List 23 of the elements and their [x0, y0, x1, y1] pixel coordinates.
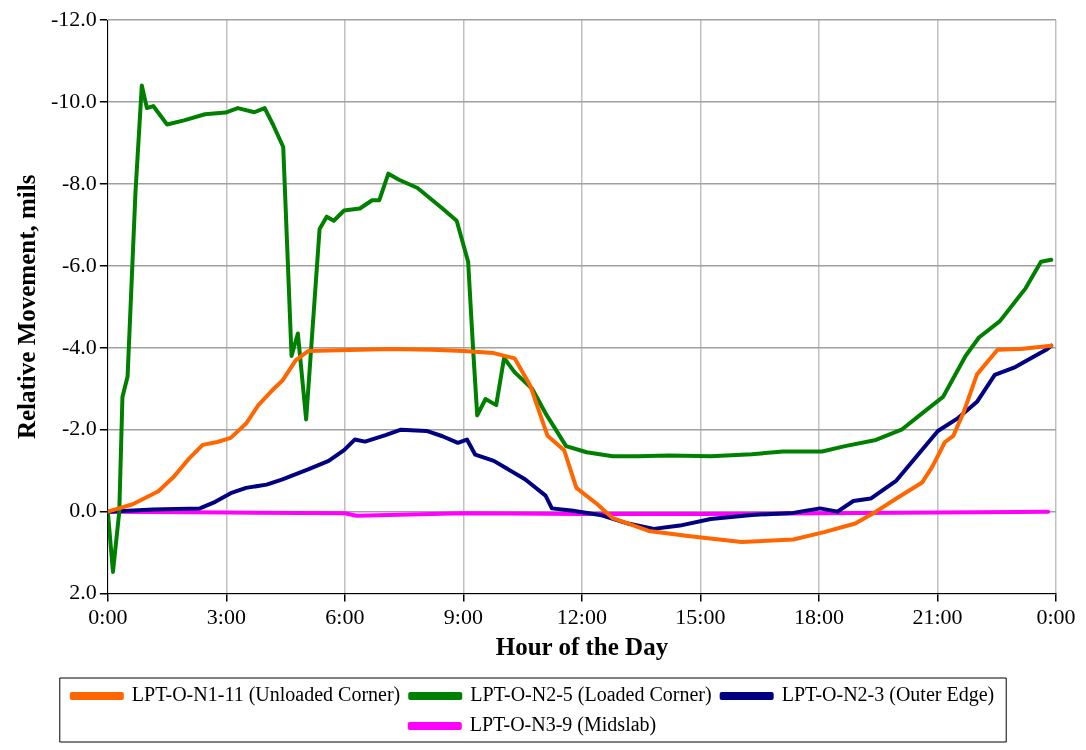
x-tick-label: 3:00 [206, 603, 246, 629]
y-tick-label: -8.0 [62, 169, 97, 195]
x-tick-label: 6:00 [325, 603, 365, 629]
legend-label: LPT-O-N3-9 (Midslab) [469, 713, 657, 737]
x-tick-label: 0:00 [1036, 603, 1076, 629]
x-tick-label: 21:00 [912, 603, 963, 629]
y-tick-label: -6.0 [62, 251, 97, 277]
y-tick-label: 0.0 [69, 497, 97, 523]
x-tick-label: 12:00 [556, 603, 607, 629]
y-tick-label: -10.0 [51, 87, 97, 113]
x-tick-label: 18:00 [793, 603, 845, 629]
x-tick-label: 15:00 [675, 603, 726, 629]
legend-label: LPT-O-N2-5 (Loaded Corner) [470, 683, 712, 707]
x-tick-label: 0:00 [88, 603, 128, 629]
x-tick-label: 9:00 [443, 603, 483, 629]
y-tick-label: -2.0 [62, 415, 97, 441]
y-axis-title: Relative Movement, mils [13, 174, 41, 440]
legend-label: LPT-O-N2-3 (Outer Edge) [781, 683, 995, 707]
y-tick-label: -4.0 [62, 333, 97, 359]
y-tick-label: -12.0 [51, 5, 97, 31]
x-axis-title: Hour of the Day [495, 633, 669, 661]
legend-label: LPT-O-N1-11 (Unloaded Corner) [131, 683, 401, 707]
y-tick-label: 2.0 [69, 579, 97, 605]
